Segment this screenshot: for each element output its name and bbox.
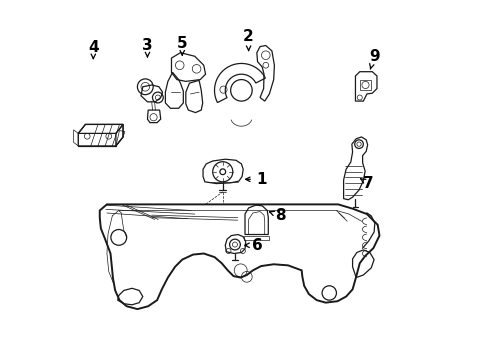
Text: 9: 9 [369, 49, 379, 69]
Text: 8: 8 [270, 208, 286, 223]
Text: 7: 7 [361, 176, 374, 191]
Text: 4: 4 [88, 40, 98, 59]
Text: 6: 6 [245, 238, 263, 253]
Text: 1: 1 [245, 172, 267, 187]
Text: 3: 3 [142, 38, 153, 57]
Text: 5: 5 [177, 36, 188, 55]
Text: 2: 2 [243, 29, 254, 50]
